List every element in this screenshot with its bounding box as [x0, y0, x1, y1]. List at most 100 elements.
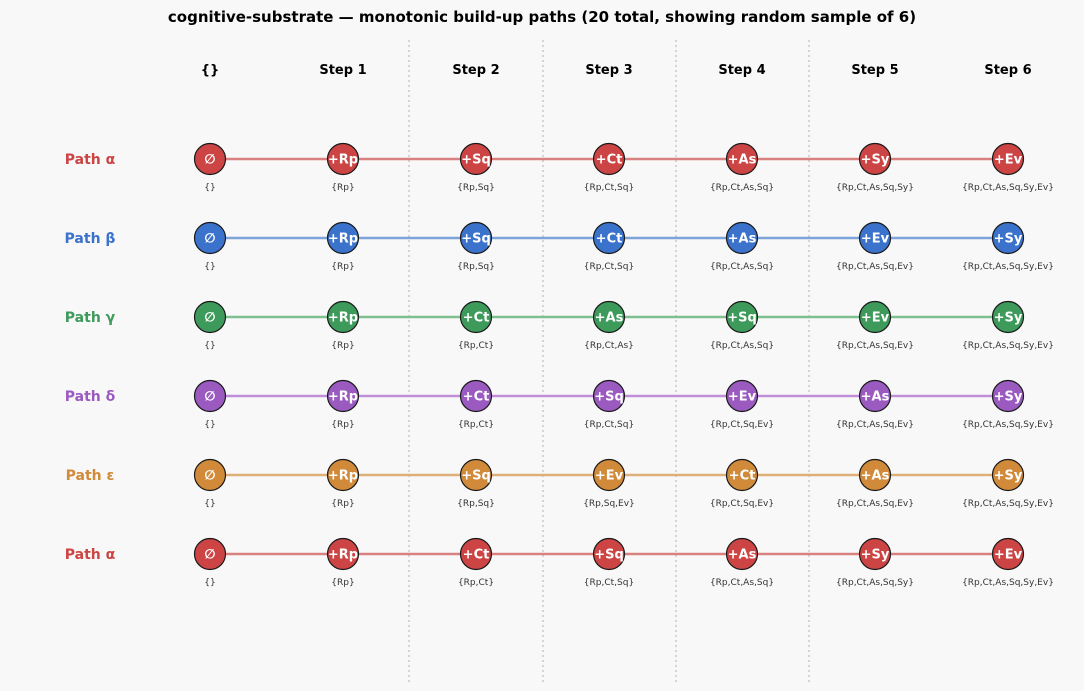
accumulated-set-label: {} — [204, 578, 215, 588]
step-node-label: +Sq — [461, 232, 491, 247]
step-node-label: +Ev — [994, 548, 1023, 563]
step-node-label: +Ct — [596, 153, 623, 168]
step-node — [592, 379, 626, 413]
accumulated-set-label: {Rp,Ct,As,Sq,Sy} — [836, 183, 914, 193]
step-node — [592, 221, 626, 255]
step-node-label: +Ct — [729, 469, 756, 484]
accumulated-set-label: {Rp,Ct} — [458, 341, 494, 351]
accumulated-set-label: {Rp} — [331, 183, 354, 193]
path-row: Path β ∅ {} +Rp {Rp} +Sq {Rp,Sq} +Ct {Rp,Ct,Sq} +… — [65, 221, 1054, 272]
step-node — [459, 537, 493, 571]
step-node — [725, 221, 759, 255]
step-node-label: ∅ — [204, 232, 215, 247]
step-node-label: +Rp — [328, 311, 358, 326]
step-node-label: ∅ — [204, 469, 215, 484]
step-node — [193, 537, 227, 571]
path-label: Path δ — [65, 389, 116, 405]
step-node-label: +Sy — [994, 390, 1023, 405]
accumulated-set-label: {} — [204, 499, 215, 509]
accumulated-set-label: {Rp,Ct,As,Sq,Sy,Ev} — [962, 578, 1054, 588]
accumulated-set-label: {} — [204, 262, 215, 272]
step-node — [725, 300, 759, 334]
step-node — [326, 300, 360, 334]
column-headers: {} Step 1 Step 2 Step 3 Step 4 Step 5 Step 6 — [201, 63, 1032, 78]
step-node — [858, 221, 892, 255]
step-node-label: +As — [861, 469, 890, 484]
step-node — [725, 379, 759, 413]
accumulated-set-label: {Rp,Ct,As,Sq,Sy,Ev} — [962, 262, 1054, 272]
path-row: Path δ ∅ {} +Rp {Rp} +Ct {Rp,Ct} +Sq {Rp,Ct,Sq} +… — [65, 379, 1054, 430]
step-node — [991, 221, 1025, 255]
step-node — [193, 458, 227, 492]
accumulated-set-label: {Rp} — [331, 341, 354, 351]
step-node-label: +Ct — [463, 311, 490, 326]
accumulated-set-label: {Rp,Ct,As} — [584, 341, 634, 351]
accumulated-set-label: {Rp,Ct,As,Sq,Ev} — [836, 341, 914, 351]
step-node — [725, 458, 759, 492]
accumulated-set-label: {Rp,Ct,Sq,Ev} — [710, 499, 774, 509]
step-node-label: +Sy — [994, 232, 1023, 247]
accumulated-set-label: {Rp,Sq} — [457, 262, 495, 272]
accumulated-set-label: {Rp,Sq} — [457, 183, 495, 193]
accumulated-set-label: {Rp,Ct,As,Sq} — [710, 262, 774, 272]
step-node-label: +Ev — [595, 469, 624, 484]
accumulated-set-label: {Rp,Sq,Ev} — [583, 499, 635, 509]
accumulated-set-label: {Rp,Ct} — [458, 420, 494, 430]
column-header: Step 2 — [452, 63, 499, 78]
diagram-title: cognitive-substrate — monotonic build-up… — [168, 8, 916, 26]
step-node-label: ∅ — [204, 153, 215, 168]
step-node — [459, 142, 493, 176]
step-node — [858, 300, 892, 334]
path-label: Path ε — [66, 468, 115, 484]
step-node — [991, 537, 1025, 571]
path-label: Path α — [65, 547, 116, 563]
accumulated-set-label: {Rp} — [331, 578, 354, 588]
column-header: {} — [201, 63, 220, 78]
path-row: Path α ∅ {} +Rp {Rp} +Ct {Rp,Ct} +Sq {Rp,Ct,Sq} +… — [65, 537, 1054, 588]
accumulated-set-label: {Rp} — [331, 499, 354, 509]
column-header: Step 6 — [984, 63, 1031, 78]
step-node-label: +Rp — [328, 548, 358, 563]
step-node — [326, 537, 360, 571]
path-label: Path γ — [65, 310, 116, 326]
accumulated-set-label: {Rp,Ct,As,Sq,Ev} — [836, 262, 914, 272]
step-node-label: +Ev — [728, 390, 757, 405]
step-node — [326, 379, 360, 413]
step-node — [991, 300, 1025, 334]
step-node-label: +Sq — [461, 469, 491, 484]
step-node-label: +As — [728, 232, 757, 247]
step-node — [991, 458, 1025, 492]
accumulated-set-label: {Rp,Ct,As,Sq} — [710, 578, 774, 588]
step-node — [858, 537, 892, 571]
path-label: Path β — [65, 231, 116, 247]
path-rows: Path α ∅ {} +Rp {Rp} +Sq {Rp,Sq} +Ct {Rp,Ct,Sq} +… — [65, 142, 1054, 588]
path-label: Path α — [65, 152, 116, 168]
step-node — [858, 142, 892, 176]
step-node-label: +Rp — [328, 390, 358, 405]
path-row: Path ε ∅ {} +Rp {Rp} +Sq {Rp,Sq} +Ev {Rp,Sq,Ev} +… — [66, 458, 1054, 509]
accumulated-set-label: {Rp} — [331, 420, 354, 430]
step-node-label: +Rp — [328, 469, 358, 484]
step-node — [193, 300, 227, 334]
step-dividers — [408, 40, 810, 682]
accumulated-set-label: {Rp} — [331, 262, 354, 272]
column-header: Step 1 — [319, 63, 366, 78]
column-header: Step 3 — [585, 63, 632, 78]
accumulated-set-label: {} — [204, 341, 215, 351]
step-node-label: +Ev — [861, 311, 890, 326]
accumulated-set-label: {Rp,Ct,As,Sq,Sy,Ev} — [962, 183, 1054, 193]
step-node — [459, 300, 493, 334]
step-node-label: +Rp — [328, 153, 358, 168]
step-node-label: ∅ — [204, 390, 215, 405]
step-node-label: +As — [728, 548, 757, 563]
step-node — [858, 458, 892, 492]
step-node — [459, 221, 493, 255]
accumulated-set-label: {Rp,Ct,Sq,Ev} — [710, 420, 774, 430]
step-node-label: +As — [595, 311, 624, 326]
step-node-label: +Sy — [994, 469, 1023, 484]
step-node — [326, 142, 360, 176]
step-node — [592, 142, 626, 176]
step-node-label: +Sy — [861, 548, 890, 563]
accumulated-set-label: {Rp,Ct,As,Sq} — [710, 183, 774, 193]
